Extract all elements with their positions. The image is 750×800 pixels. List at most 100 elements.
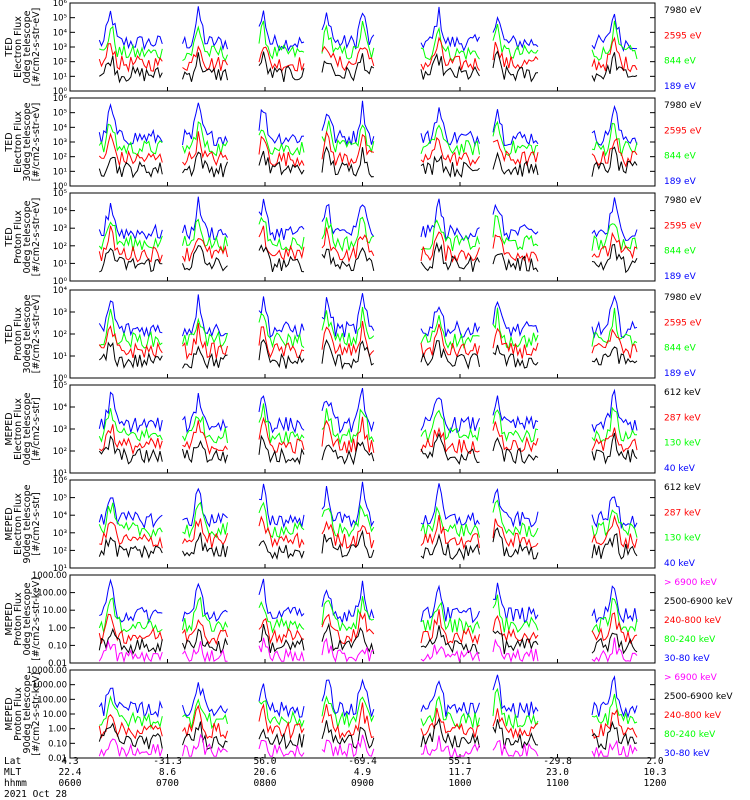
series-line xyxy=(98,196,638,242)
footer-row-label: MLT xyxy=(4,767,21,778)
y-tick-label: 10¹ xyxy=(53,469,67,479)
footer-hhmm: 0700 xyxy=(156,778,179,789)
footer-date: 2021 Oct 28 xyxy=(4,789,67,800)
y-tick-label: 10⁴ xyxy=(53,123,68,133)
y-axis-label: Electron Flux xyxy=(13,111,24,173)
legend-entry: > 6900 keV xyxy=(664,673,718,683)
y-tick-label: 10² xyxy=(53,153,67,163)
y-axis-label: 0deg telescope xyxy=(22,392,33,465)
y-axis-label: [#/cm2-s-str-eV] xyxy=(31,8,42,87)
y-axis-label: [#/cm2-s-str] xyxy=(31,397,42,460)
series-group xyxy=(98,100,638,179)
series-line xyxy=(98,637,638,664)
footer-lat: 56.0 xyxy=(254,756,277,767)
y-tick-label: 0.10 xyxy=(48,641,67,651)
y-tick-label: 10⁴ xyxy=(53,403,68,413)
footer-mlt: 10.3 xyxy=(644,767,667,778)
y-axis-label: MEPED xyxy=(4,507,15,540)
y-axis-label: MEPED xyxy=(4,602,15,635)
series-line xyxy=(98,403,637,445)
series-line xyxy=(98,432,638,466)
legend-entry: 30-80 keV xyxy=(664,654,710,664)
y-axis-label: Proton Flux xyxy=(13,210,24,264)
legend-entry: > 6900 keV xyxy=(664,578,718,588)
legend-entry: 130 keV xyxy=(664,534,701,544)
y-axis-label: [#/cm2-s-str] xyxy=(31,492,42,555)
y-axis-label: MEPED xyxy=(4,697,15,730)
y-tick-label: 10¹ xyxy=(53,259,67,269)
y-tick-label: 10² xyxy=(53,58,67,68)
series-line xyxy=(99,50,638,84)
footer-hhmm: 1000 xyxy=(449,778,472,789)
y-tick-label: 10⁵ xyxy=(53,109,67,119)
legend-entry: 240-800 keV xyxy=(664,711,722,721)
footer-mlt: 11.7 xyxy=(449,767,472,778)
y-tick-label: 1000.00 xyxy=(32,681,67,691)
y-tick-label: 10⁴ xyxy=(53,207,68,217)
y-tick-label: 10¹ xyxy=(53,352,67,362)
y-tick-label: 10.00 xyxy=(43,606,67,616)
legend-entry: 7980 eV xyxy=(664,196,702,206)
footer-mlt: 20.6 xyxy=(254,767,277,778)
y-tick-label: 0.01 xyxy=(48,754,67,764)
y-tick-label: 10³ xyxy=(53,138,67,148)
y-axis-label: TED xyxy=(4,37,15,57)
y-axis-label: [#/cm2-s-str-keV] xyxy=(31,672,42,756)
series-line xyxy=(98,225,638,264)
y-axis-label: 0deg telescope xyxy=(22,200,33,273)
legend-entry: 844 eV xyxy=(664,344,697,354)
series-line xyxy=(98,416,638,456)
y-tick-label: 0.10 xyxy=(48,739,67,749)
series-line xyxy=(98,499,638,540)
legend-entry: 2595 eV xyxy=(664,221,702,231)
y-axis-label: Proton Flux xyxy=(13,592,24,646)
y-tick-label: 10¹ xyxy=(53,564,67,574)
y-tick-label: 100.00 xyxy=(37,589,67,599)
legend-entry: 7980 eV xyxy=(664,101,702,111)
legend-entry: 2500-6900 keV xyxy=(664,692,733,702)
y-axis-label: 90deg telescope xyxy=(22,484,33,563)
panel-frame xyxy=(69,289,656,379)
series-line xyxy=(98,6,637,53)
series-line xyxy=(98,527,638,562)
y-tick-label: 1000.00 xyxy=(32,571,67,581)
series-line xyxy=(98,481,638,530)
legend-entry: 130 keV xyxy=(664,439,701,449)
y-tick-label: 10⁴ xyxy=(53,286,68,296)
footer-hhmm: 0600 xyxy=(59,778,82,789)
y-axis-label: TED xyxy=(4,227,15,247)
y-tick-label: 10⁰ xyxy=(53,374,68,384)
series-group xyxy=(98,196,638,274)
series-group xyxy=(98,481,638,562)
legend-entry: 2595 eV xyxy=(664,31,702,41)
y-tick-label: 10⁰ xyxy=(53,182,68,192)
y-axis-label: TED xyxy=(4,132,15,152)
y-axis-label: [#/cm2-s-str-eV] xyxy=(31,295,42,374)
legend-entry: 2500-6900 keV xyxy=(664,597,733,607)
panel-frame xyxy=(69,2,656,92)
series-line xyxy=(98,717,638,750)
legend-entry: 30-80 keV xyxy=(664,749,710,759)
series-line xyxy=(98,120,638,157)
series-line xyxy=(98,321,638,361)
legend-entry: 844 eV xyxy=(664,57,697,67)
legend-entry: 189 eV xyxy=(664,272,697,282)
y-tick-label: 10² xyxy=(53,242,67,252)
y-axis-label: 90deg telescope xyxy=(22,674,33,753)
legend-entry: 7980 eV xyxy=(664,6,702,16)
y-tick-label: 10³ xyxy=(53,308,67,318)
series-group xyxy=(98,674,638,758)
series-group xyxy=(98,578,638,664)
footer-mlt: 4.9 xyxy=(354,767,371,778)
series-group xyxy=(98,6,638,84)
series-line xyxy=(98,622,638,656)
y-axis-label: TED xyxy=(4,324,15,344)
y-tick-label: 10³ xyxy=(53,425,67,435)
legend-entry: 189 eV xyxy=(664,82,697,92)
footer-row-label: hhmm xyxy=(4,778,27,789)
legend-entry: 240-800 keV xyxy=(664,616,722,626)
series-line xyxy=(98,733,638,758)
